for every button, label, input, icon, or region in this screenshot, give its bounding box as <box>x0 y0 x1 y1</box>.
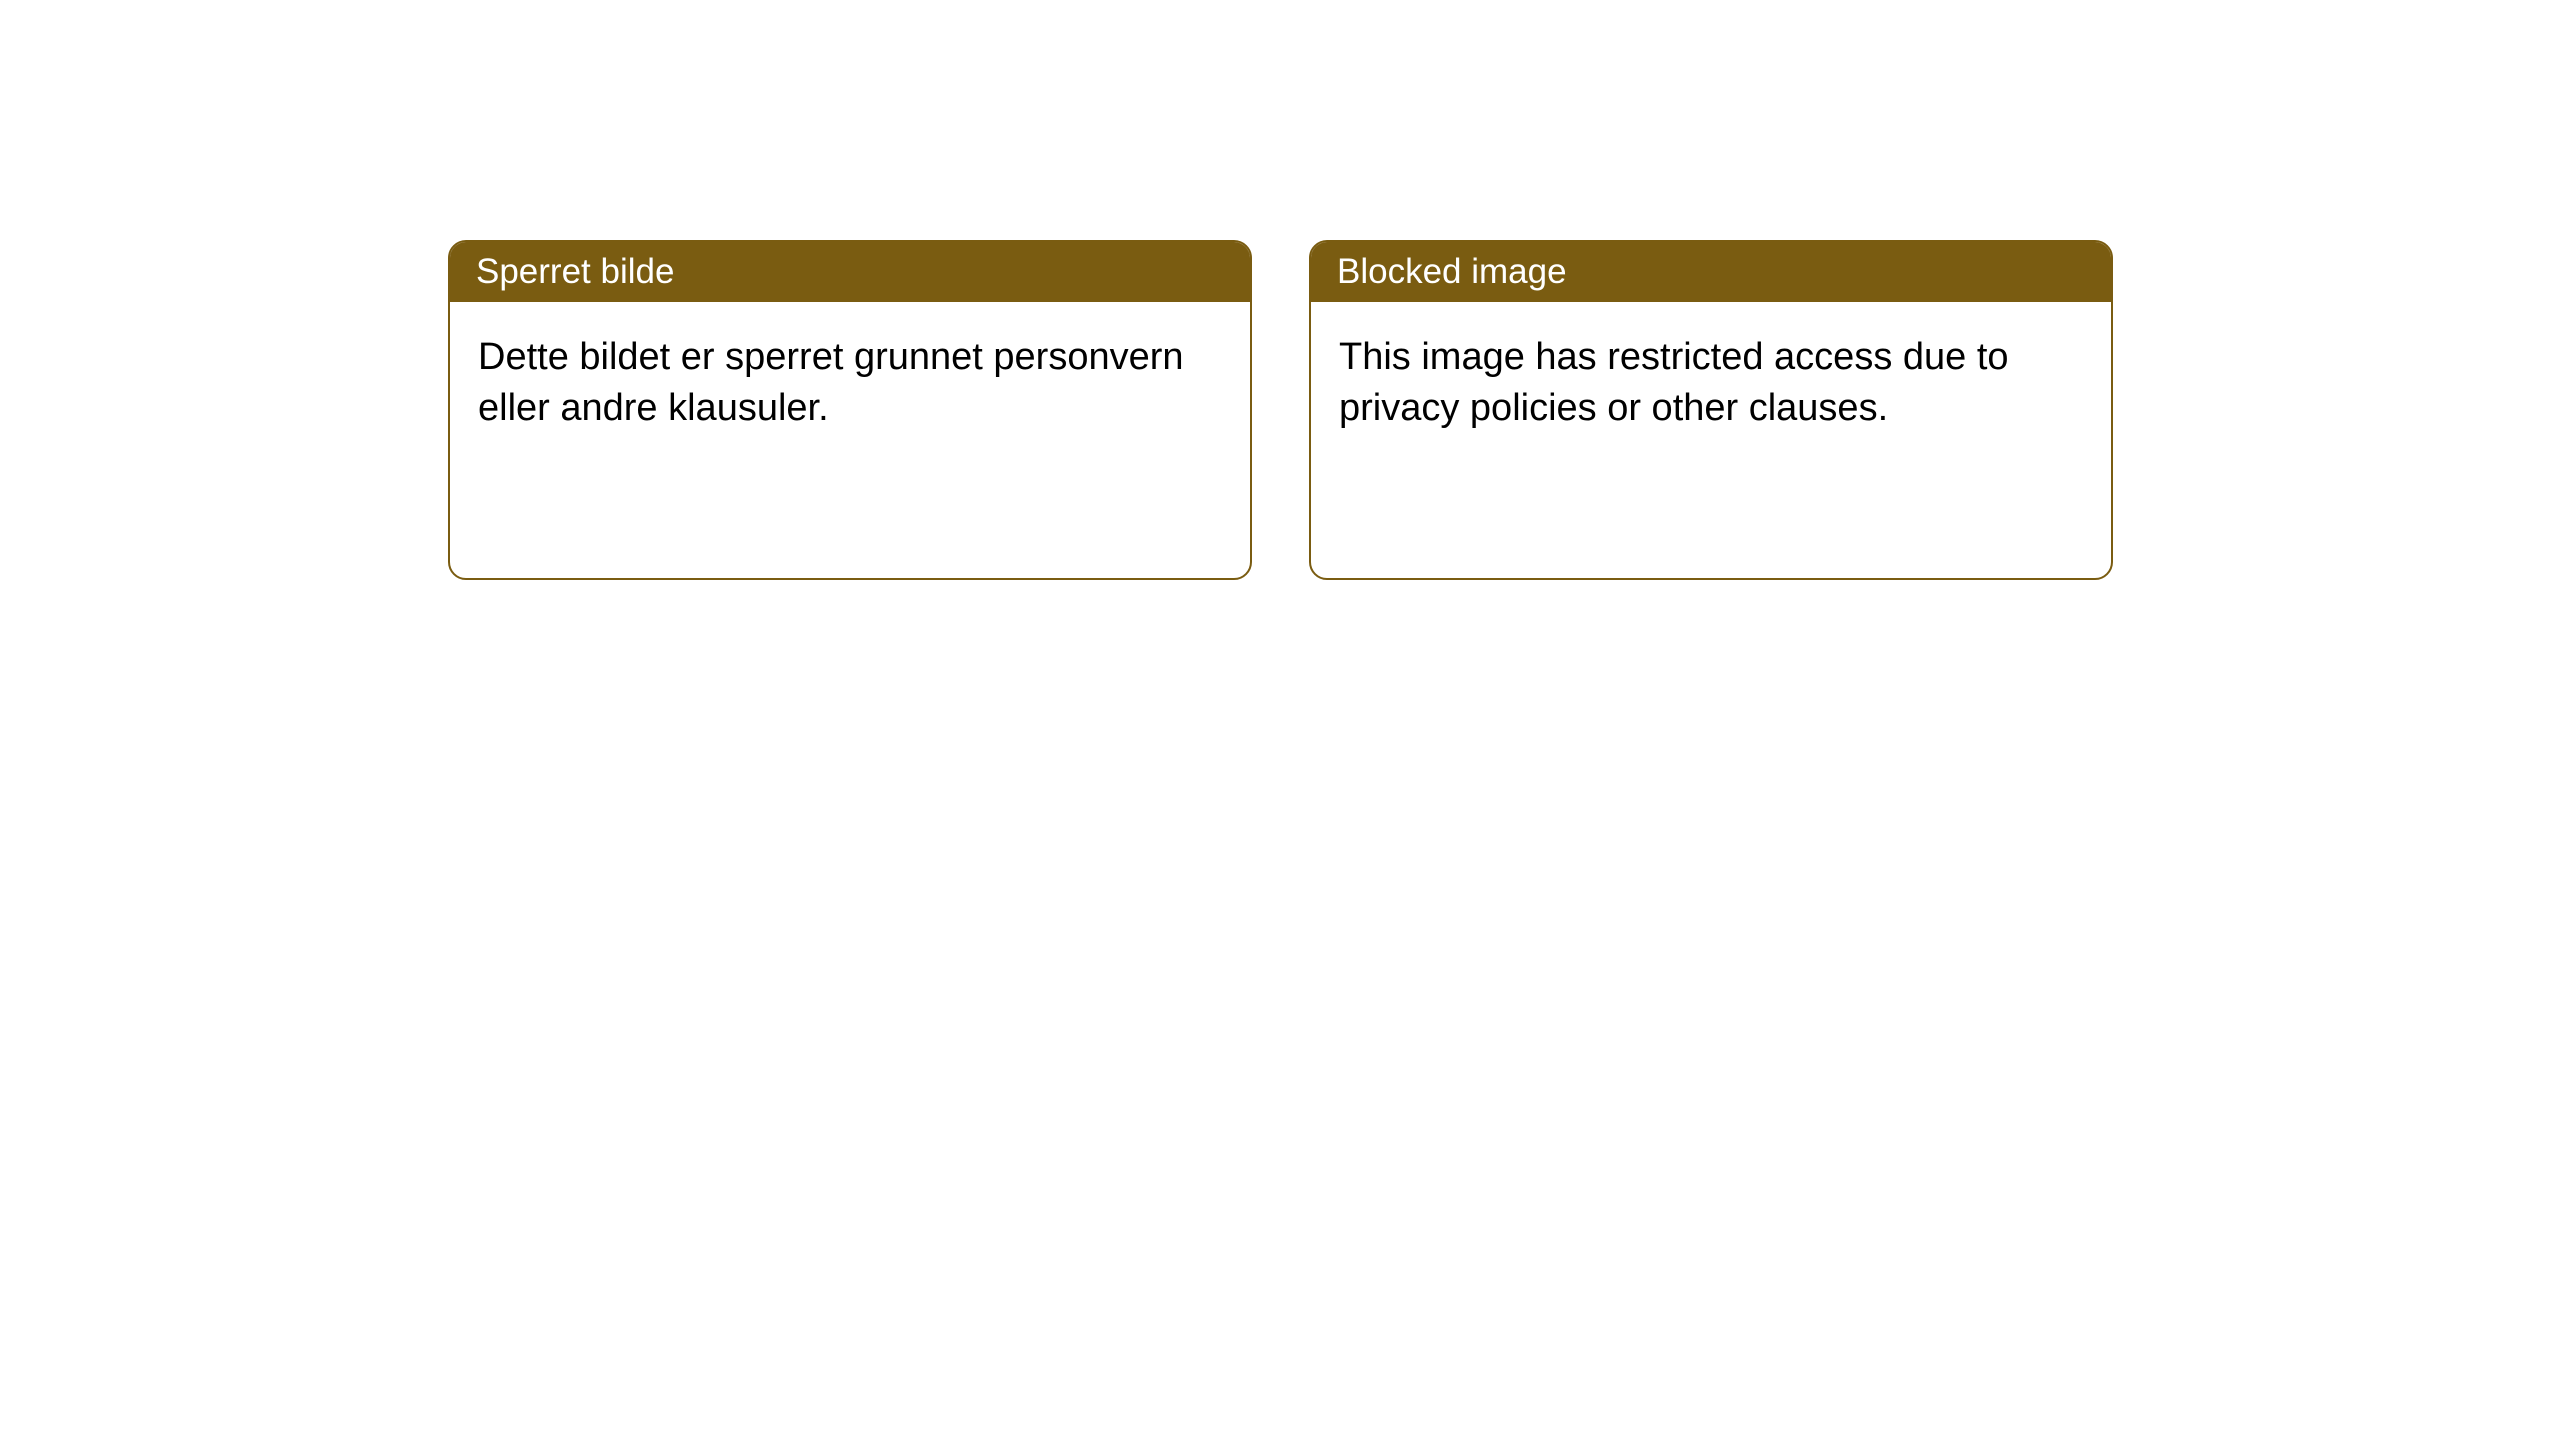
notice-box-norwegian: Sperret bilde Dette bildet er sperret gr… <box>448 240 1252 580</box>
notice-title-norwegian: Sperret bilde <box>476 252 674 291</box>
notice-box-english: Blocked image This image has restricted … <box>1309 240 2113 580</box>
notice-container: Sperret bilde Dette bildet er sperret gr… <box>0 0 2560 580</box>
notice-body-norwegian: Dette bildet er sperret grunnet personve… <box>450 302 1250 465</box>
notice-title-english: Blocked image <box>1337 252 1567 291</box>
notice-text-english: This image has restricted access due to … <box>1339 336 2009 429</box>
notice-body-english: This image has restricted access due to … <box>1311 302 2111 465</box>
notice-header-norwegian: Sperret bilde <box>450 242 1250 302</box>
notice-header-english: Blocked image <box>1311 242 2111 302</box>
notice-text-norwegian: Dette bildet er sperret grunnet personve… <box>478 336 1184 429</box>
